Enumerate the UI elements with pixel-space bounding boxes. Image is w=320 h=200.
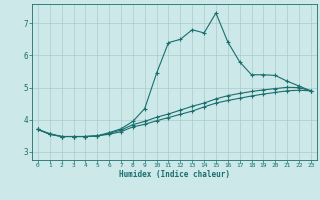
X-axis label: Humidex (Indice chaleur): Humidex (Indice chaleur) bbox=[119, 170, 230, 179]
